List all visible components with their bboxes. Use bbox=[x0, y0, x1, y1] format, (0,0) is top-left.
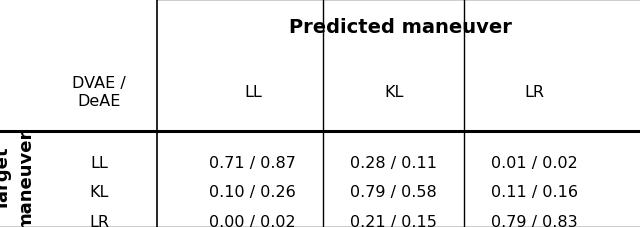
Text: LR: LR bbox=[524, 84, 545, 99]
Text: 0.71 / 0.87: 0.71 / 0.87 bbox=[209, 155, 296, 170]
Text: KL: KL bbox=[90, 184, 109, 199]
Text: Predicted maneuver: Predicted maneuver bbox=[289, 18, 511, 37]
Text: 0.79 / 0.58: 0.79 / 0.58 bbox=[350, 184, 437, 199]
Text: 0.01 / 0.02: 0.01 / 0.02 bbox=[491, 155, 578, 170]
Text: DVAE /
DeAE: DVAE / DeAE bbox=[72, 75, 126, 109]
Text: LR: LR bbox=[89, 214, 109, 227]
Text: 0.21 / 0.15: 0.21 / 0.15 bbox=[350, 214, 437, 227]
Text: 0.79 / 0.83: 0.79 / 0.83 bbox=[491, 214, 578, 227]
Text: 0.00 / 0.02: 0.00 / 0.02 bbox=[209, 214, 296, 227]
Text: 0.11 / 0.16: 0.11 / 0.16 bbox=[491, 184, 578, 199]
Text: 0.28 / 0.11: 0.28 / 0.11 bbox=[350, 155, 437, 170]
Text: 0.10 / 0.26: 0.10 / 0.26 bbox=[209, 184, 296, 199]
Text: Target
maneuver: Target maneuver bbox=[0, 128, 34, 227]
Text: LL: LL bbox=[244, 84, 262, 99]
Text: KL: KL bbox=[384, 84, 403, 99]
Text: LL: LL bbox=[90, 155, 108, 170]
